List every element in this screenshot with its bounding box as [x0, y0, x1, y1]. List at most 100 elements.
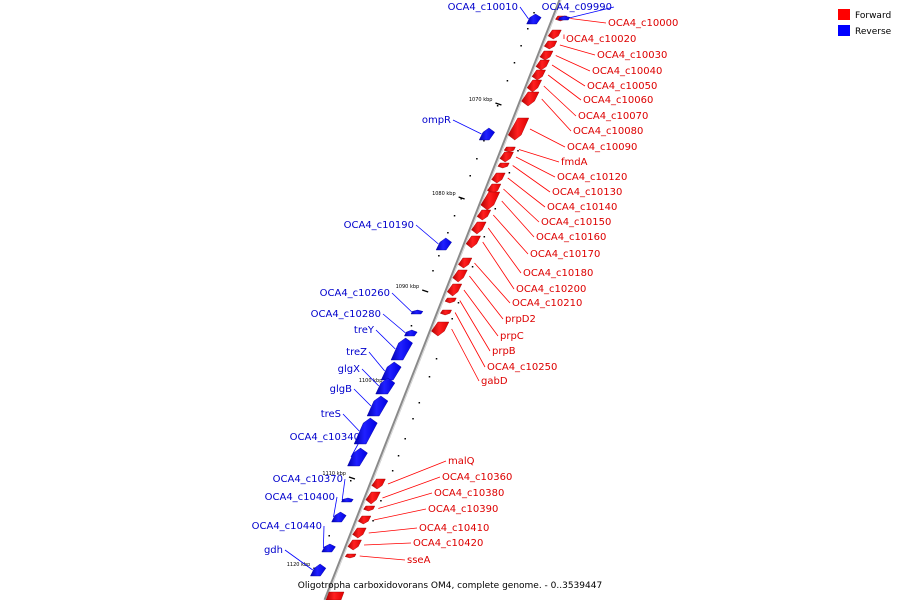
gene-label-oca4-c10050[interactable]: OCA4_c10050	[587, 81, 657, 92]
forward-gene-partial[interactable]	[325, 591, 345, 600]
reverse-gene-5[interactable]	[404, 329, 418, 337]
gene-label-oca4-c10260[interactable]: OCA4_c10260	[320, 288, 390, 299]
forward-gene-24[interactable]	[371, 478, 386, 490]
gene-label-oca4-c10440[interactable]: OCA4_c10440	[252, 521, 322, 532]
gene-label-malq[interactable]: malQ	[448, 456, 475, 467]
gene-label-oca4-c10390[interactable]: OCA4_c10390	[428, 504, 498, 515]
gene-label-oca4-c10120[interactable]: OCA4_c10120	[557, 172, 627, 183]
gene-label-oca4-c10340[interactable]: OCA4_c10340	[290, 432, 360, 443]
forward-gene-1[interactable]	[547, 29, 562, 40]
reverse-gene-6[interactable]	[390, 337, 413, 361]
gene-label-oca4-c10420[interactable]: OCA4_c10420	[413, 538, 483, 549]
gene-label-oca4-c10210[interactable]: OCA4_c10210	[512, 298, 582, 309]
reverse-gene-8[interactable]	[375, 377, 396, 395]
gene-label-oca4-c10060[interactable]: OCA4_c10060	[583, 95, 653, 106]
forward-gene-14[interactable]	[480, 191, 501, 211]
legend-forward-swatch	[838, 9, 850, 20]
reverse-gene-11[interactable]	[347, 447, 368, 467]
forward-gene-15[interactable]	[476, 209, 492, 221]
forward-gene-21[interactable]	[444, 297, 457, 304]
gene-label-oca4-c09990[interactable]: OCA4_c09990	[542, 2, 612, 13]
reverse-gene-12[interactable]	[341, 497, 354, 503]
gene-label-oca4-c10200[interactable]: OCA4_c10200	[516, 284, 586, 295]
forward-gene-9[interactable]	[503, 146, 516, 153]
gene-label-prpb[interactable]: prpB	[492, 346, 516, 357]
gene-label-oca4-c10020[interactable]: OCA4_c10020	[566, 34, 636, 45]
gene-label-oca4-c10040[interactable]: OCA4_c10040	[592, 66, 662, 77]
forward-gene-17[interactable]	[465, 235, 481, 249]
gene-label-oca4-c10080[interactable]: OCA4_c10080	[573, 126, 643, 137]
gene-label-oca4-c10360[interactable]: OCA4_c10360	[442, 472, 512, 483]
genome-axis	[323, 0, 562, 600]
gene-label-oca4-c10000[interactable]: OCA4_c10000	[608, 18, 678, 29]
gene-label-prpd2[interactable]: prpD2	[505, 314, 536, 325]
forward-gene-25[interactable]	[365, 491, 381, 505]
forward-gene-18[interactable]	[458, 257, 473, 269]
gene-label-oca4-c10010[interactable]: OCA4_c10010	[448, 2, 518, 13]
forward-gene-16[interactable]	[471, 221, 487, 235]
reverse-gene-10[interactable]	[353, 417, 378, 445]
gene-label-oca4-c10150[interactable]: OCA4_c10150	[541, 217, 611, 228]
reverse-gene-9[interactable]	[366, 395, 389, 417]
gene-label-oca4-c10370[interactable]: OCA4_c10370	[273, 474, 343, 485]
gene-label-oca4-c10190[interactable]: OCA4_c10190	[344, 220, 414, 231]
forward-gene-20[interactable]	[446, 283, 463, 297]
minor-tick-fwd-9	[418, 402, 421, 404]
gene-label-ompr[interactable]: ompR	[422, 115, 451, 126]
connector-oca4-c10010	[519, 6, 529, 20]
connector-oca4-c10000	[570, 18, 607, 24]
gene-label-glgb[interactable]: glgB	[330, 384, 352, 395]
connector-oca4-c10370	[341, 478, 346, 501]
gene-label-oca4-c10030[interactable]: OCA4_c10030	[597, 50, 667, 61]
reverse-gene-3[interactable]	[435, 237, 452, 251]
reverse-gene-4[interactable]	[410, 309, 424, 315]
reverse-gene-2[interactable]	[478, 127, 495, 141]
reverse-gene-15[interactable]	[310, 563, 327, 577]
gene-label-ssea[interactable]: sseA	[407, 555, 431, 566]
forward-gene-6[interactable]	[526, 79, 543, 93]
forward-gene-2[interactable]	[543, 40, 558, 50]
gene-label-oca4-c10250[interactable]: OCA4_c10250	[487, 362, 557, 373]
gene-label-prpc[interactable]: prpC	[500, 331, 524, 342]
forward-gene-30[interactable]	[344, 553, 357, 559]
gene-label-oca4-c10380[interactable]: OCA4_c10380	[434, 488, 504, 499]
forward-gene-7[interactable]	[521, 91, 540, 107]
gene-label-tres[interactable]: treS	[321, 409, 341, 420]
reverse-gene-13[interactable]	[331, 511, 347, 523]
gene-label-oca4-c10170[interactable]: OCA4_c10170	[530, 249, 600, 260]
forward-gene-26[interactable]	[363, 505, 376, 512]
forward-gene-11[interactable]	[497, 162, 510, 169]
gene-label-oca4-c10400[interactable]: OCA4_c10400	[265, 492, 335, 503]
gene-label-oca4-c10090[interactable]: OCA4_c10090	[567, 142, 637, 153]
connector-oca4-c10440	[322, 525, 325, 549]
gene-label-oca4-c10160[interactable]: OCA4_c10160	[536, 232, 606, 243]
forward-gene-5[interactable]	[531, 69, 546, 81]
gene-label-oca4-c10130[interactable]: OCA4_c10130	[552, 187, 622, 198]
forward-gene-27[interactable]	[357, 515, 372, 525]
forward-gene-28[interactable]	[352, 527, 367, 539]
forward-gene-19[interactable]	[452, 269, 468, 283]
gene-label-oca4-c10180[interactable]: OCA4_c10180	[523, 268, 593, 279]
forward-gene-3[interactable]	[539, 50, 554, 61]
gene-label-oca4-c10280[interactable]: OCA4_c10280	[311, 309, 381, 320]
reverse-gene-1[interactable]	[526, 13, 542, 25]
gene-label-trez[interactable]: treZ	[346, 347, 367, 358]
gene-label-glgx[interactable]: glgX	[338, 364, 360, 375]
gene-label-oca4-c10140[interactable]: OCA4_c10140	[547, 202, 617, 213]
gene-label-trey[interactable]: treY	[354, 325, 375, 336]
forward-gene-22[interactable]	[439, 309, 452, 316]
forward-gene-10[interactable]	[499, 151, 514, 163]
forward-gene-29[interactable]	[347, 539, 362, 551]
gene-label-gdh[interactable]: gdh	[264, 545, 283, 556]
reverse-gene-0[interactable]	[557, 15, 571, 21]
connector-tres	[342, 413, 360, 432]
forward-gene-8[interactable]	[507, 117, 530, 141]
gene-label-oca4-c10410[interactable]: OCA4_c10410	[419, 523, 489, 534]
forward-gene-12[interactable]	[491, 172, 506, 184]
reverse-gene-14[interactable]	[321, 543, 336, 553]
forward-gene-23[interactable]	[431, 321, 450, 337]
gene-label-oca4-c10070[interactable]: OCA4_c10070	[578, 111, 648, 122]
forward-gene-4[interactable]	[535, 59, 550, 71]
gene-label-gabd[interactable]: gabD	[481, 376, 508, 387]
gene-label-fmda[interactable]: fmdA	[561, 157, 588, 168]
